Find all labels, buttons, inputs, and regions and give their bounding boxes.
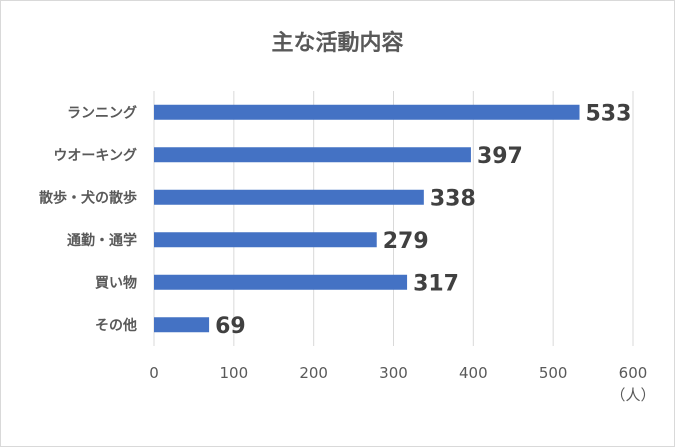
data-label: 397 [477, 144, 523, 169]
bar [154, 189, 424, 205]
x-tick-label: 100 [220, 364, 249, 382]
data-label: 338 [430, 186, 476, 211]
gridlines [153, 91, 634, 346]
category-label: 買い物 [95, 274, 137, 291]
x-tick-label: 600 [619, 364, 648, 382]
data-label: 533 [586, 101, 632, 126]
bar [154, 274, 408, 290]
axis-unit-label: （人） [610, 386, 655, 404]
category-label: ランニング [67, 104, 137, 121]
x-tick-label: 500 [539, 364, 568, 382]
x-tick-label: 300 [379, 364, 408, 382]
category-label: 通勤・通学 [67, 232, 137, 249]
bar [154, 104, 580, 120]
category-label: 散歩・犬の散歩 [39, 189, 137, 206]
x-tick-label: 200 [299, 364, 328, 382]
category-label: ウオーキング [53, 147, 137, 164]
bar [154, 147, 471, 163]
data-label: 279 [383, 229, 429, 254]
x-tick-label: 0 [149, 364, 159, 382]
labels: 0 100 200 300 400 500 600 ランニング 533 ウオーキング 397 散歩・犬… [39, 101, 647, 382]
bar [154, 317, 210, 333]
data-label: 69 [215, 314, 246, 339]
bars [154, 104, 580, 333]
category-label: その他 [95, 317, 137, 334]
bar [154, 232, 377, 248]
data-label: 317 [413, 271, 459, 296]
chart-title: 主な活動内容 [271, 31, 404, 56]
x-tick-label: 400 [459, 364, 488, 382]
